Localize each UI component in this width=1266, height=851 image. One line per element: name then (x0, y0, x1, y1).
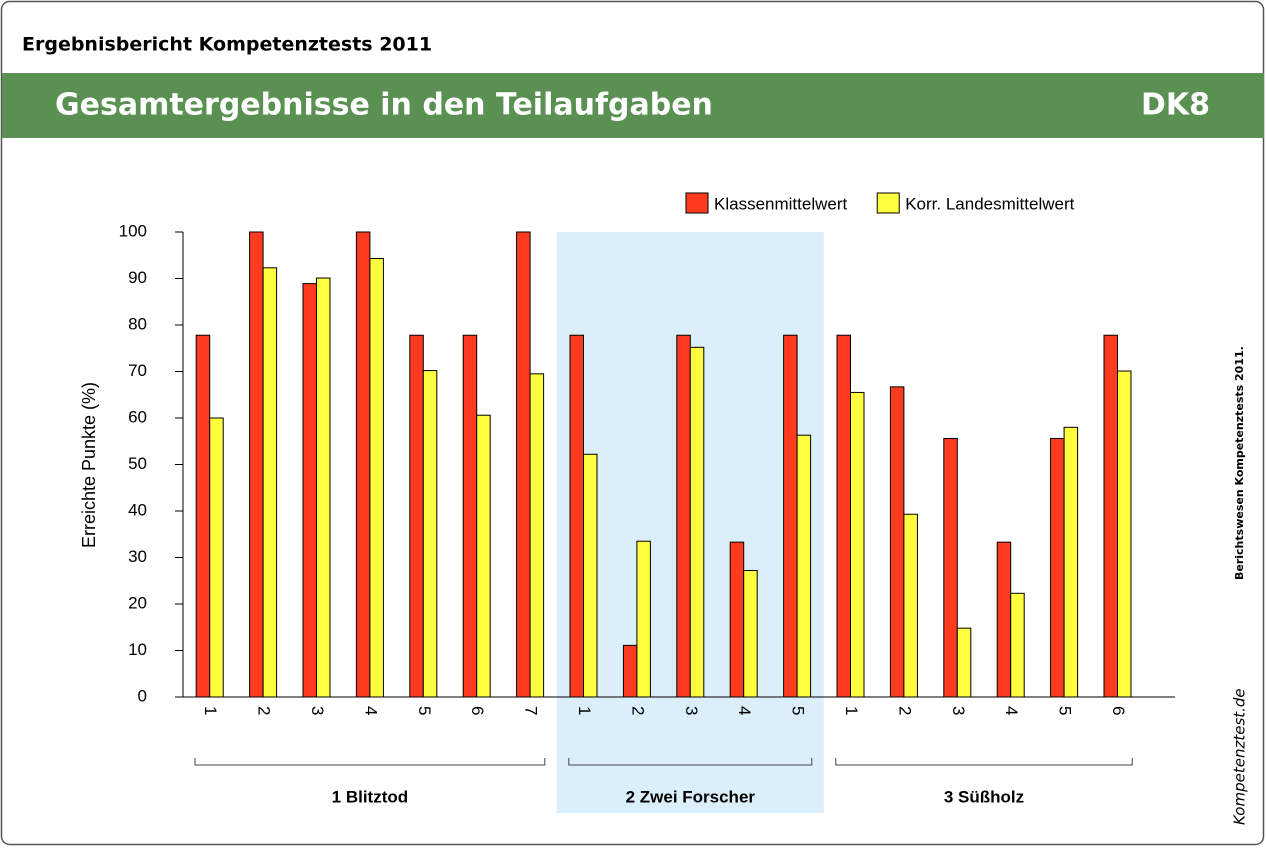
x-tick-label: 2 (895, 706, 914, 715)
title-band (2, 73, 1264, 138)
y-tick-label: 80 (128, 314, 147, 333)
side-text: Berichtswesen Kompetenztests 2011. (1233, 346, 1246, 580)
x-tick-label: 3 (682, 706, 701, 715)
legend-swatch (685, 192, 709, 214)
y-tick-label: 50 (128, 454, 147, 473)
x-tick-label: 4 (361, 706, 380, 715)
x-tick-label: 5 (415, 706, 434, 715)
bar (476, 414, 491, 698)
bar (249, 231, 264, 698)
y-axis-label: Erreichte Punkte (%) (79, 382, 99, 548)
bar (903, 513, 918, 698)
x-tick-label: 2 (628, 706, 647, 715)
group-label: 1 Blitztod (332, 787, 409, 806)
x-tick-label: 3 (949, 706, 968, 715)
bar (783, 334, 798, 698)
bar (422, 370, 438, 698)
bar (316, 277, 331, 698)
bar (195, 334, 211, 698)
report-title: Ergebnisbericht Kompetenztests 2011 (22, 34, 432, 56)
page-title: Gesamtergebnisse in den Teilaufgaben (55, 88, 713, 123)
bar (262, 267, 278, 698)
bar (583, 453, 598, 698)
x-tick-label: 4 (735, 706, 754, 715)
bar (302, 283, 317, 698)
bar (516, 231, 531, 698)
legend-swatch (876, 192, 900, 214)
x-tick-label: 5 (1056, 706, 1075, 715)
bar (1050, 437, 1065, 698)
group-bracket (194, 758, 546, 766)
bar (209, 417, 224, 698)
group-label: 2 Zwei Forscher (626, 787, 756, 806)
y-tick-label: 10 (128, 640, 147, 659)
bar (689, 346, 705, 698)
bar (1117, 370, 1132, 698)
x-tick-label: 6 (468, 706, 487, 715)
x-tick-label: 4 (1002, 706, 1021, 715)
bar (796, 434, 812, 698)
group-bracket (568, 758, 813, 766)
y-tick-label: 100 (119, 221, 147, 240)
bar (569, 334, 584, 698)
x-tick-label: 5 (789, 706, 808, 715)
bar (836, 334, 851, 698)
bar (369, 258, 384, 698)
page-code: DK8 (1141, 88, 1210, 123)
group-bracket (835, 758, 1133, 766)
legend-label: Korr. Landesmittelwert (905, 194, 1074, 213)
bar (1010, 592, 1025, 698)
bar (956, 627, 972, 698)
x-tick-label: 3 (308, 706, 327, 715)
x-tick-label: 1 (575, 706, 594, 715)
y-tick-label: 0 (138, 686, 147, 705)
bar (529, 373, 545, 698)
bar (676, 334, 691, 698)
bar (636, 540, 651, 698)
bar (743, 570, 758, 698)
legend-label: Klassenmittelwert (714, 194, 847, 213)
y-tick-label: 40 (128, 500, 147, 519)
bar (1063, 426, 1079, 698)
logo: Kompetenztest.de (1231, 688, 1249, 825)
y-tick-label: 60 (128, 407, 147, 426)
bar (462, 334, 478, 698)
bar (729, 541, 745, 698)
y-tick-label: 90 (128, 268, 147, 287)
x-tick-label: 7 (522, 706, 541, 715)
group-label: 3 Süßholz (944, 787, 1024, 806)
bar (355, 231, 371, 698)
x-tick-label: 2 (255, 706, 274, 715)
bar (996, 541, 1012, 698)
bar (850, 391, 865, 698)
bar (943, 437, 958, 698)
x-tick-label: 6 (1109, 706, 1128, 715)
y-tick-label: 70 (128, 361, 147, 380)
y-tick-label: 30 (128, 547, 147, 566)
bar (889, 386, 905, 698)
x-tick-label: 1 (201, 706, 220, 715)
bar (622, 644, 638, 698)
x-tick-label: 1 (842, 706, 861, 715)
y-tick-label: 20 (128, 593, 147, 612)
bar (1103, 334, 1118, 698)
bar (409, 334, 424, 698)
